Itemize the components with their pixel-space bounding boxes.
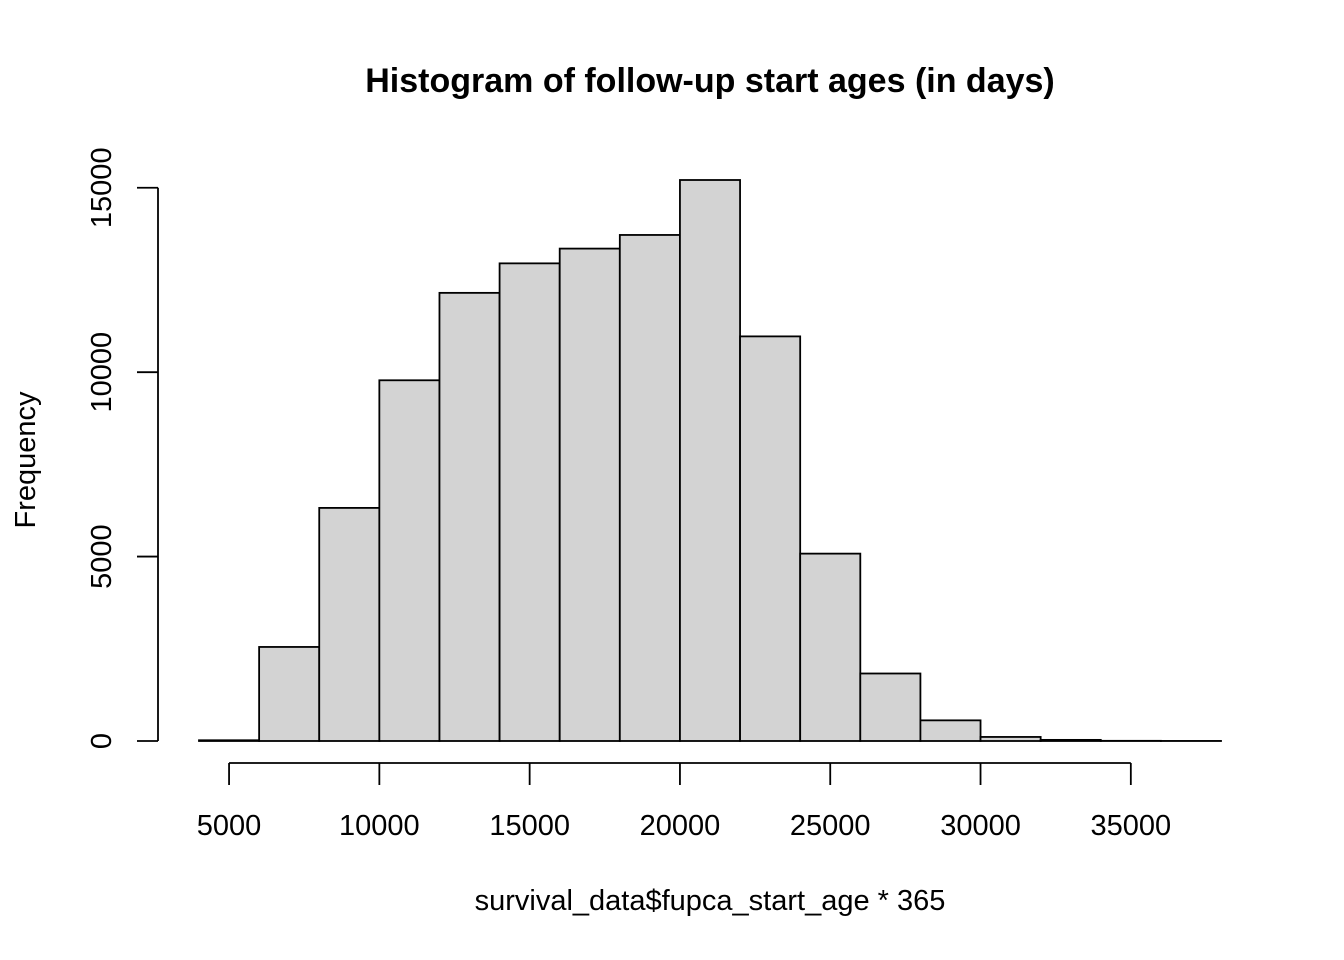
y-axis-title: Frequency [10,391,42,529]
chart-title: Histogram of follow-up start ages (in da… [365,62,1055,100]
histogram-bar [258,646,321,742]
x-tick-label: 35000 [1090,810,1171,842]
histogram-bar [318,506,381,742]
histogram-bar [618,234,681,742]
x-tick-label: 5000 [197,810,262,842]
x-tick-label: 20000 [640,810,721,842]
histogram-bar [799,552,862,742]
x-tick-label: 25000 [790,810,871,842]
x-tick-label: 10000 [339,810,420,842]
histogram-bar [198,739,261,742]
histogram-bar [919,719,982,742]
x-tick-label: 30000 [940,810,1021,842]
histogram-bar [679,179,741,742]
y-tick-label: 5000 [86,524,118,589]
histogram-bar [438,291,501,742]
histogram-bar [498,262,561,742]
histogram-bar [1039,738,1102,742]
histogram-bar [558,247,621,742]
x-tick-label: 15000 [489,810,570,842]
bars-group [198,179,1222,742]
x-axis-title: survival_data$fupca_start_age * 365 [475,885,946,917]
histogram-bar [378,379,441,742]
y-tick-label: 0 [86,733,118,749]
histogram-bar [739,335,802,742]
y-tick-label: 10000 [86,332,118,413]
y-tick-label: 15000 [86,147,118,228]
x-axis: 5000 10000 15000 20000 25000 30000 35000 [197,762,1171,842]
y-axis: 0 5000 10000 15000 [86,147,159,749]
histogram-bar [979,736,1042,742]
histogram-bar [859,672,922,742]
